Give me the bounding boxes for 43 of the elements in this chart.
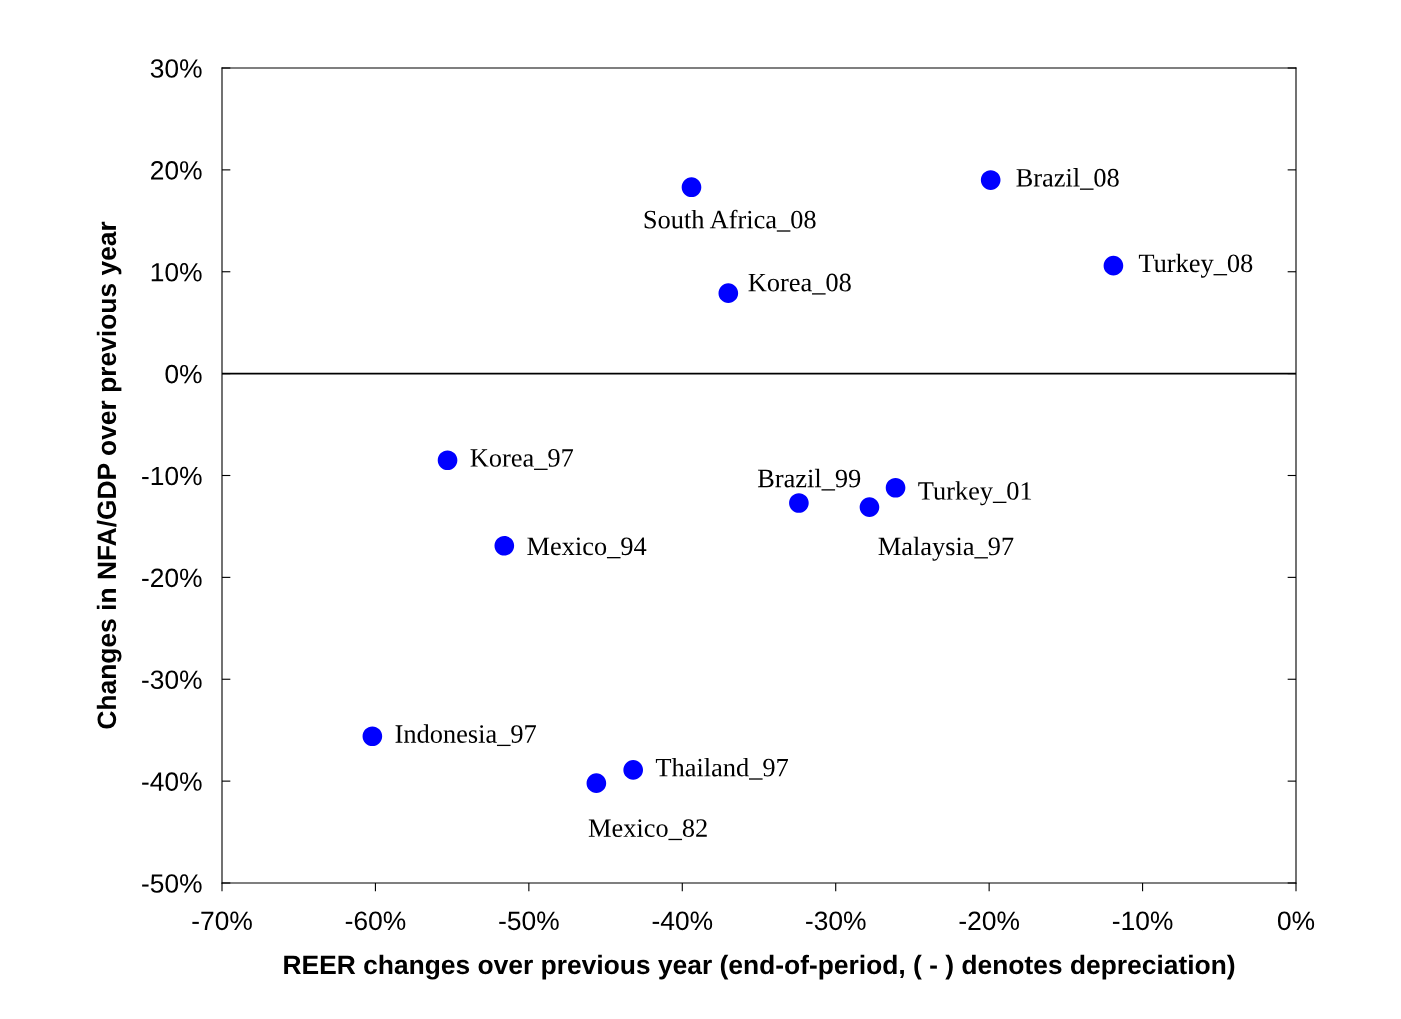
y-tick-label: 30% [150,59,202,78]
y-tick-label: -20% [142,568,202,588]
point [362,726,383,747]
y-tick-label: 10% [151,262,202,282]
point [494,535,515,556]
point [718,283,739,303]
x-tick-label: 0% [1277,911,1315,931]
x-tick-label: -40% [652,911,713,931]
x-axis-title: REER changes over previous year (end-of-period, ( - ) denotes depreciation) [284,954,1235,980]
point [789,493,809,513]
annotation: Korea_08 [748,273,851,295]
point [1103,255,1124,276]
annotation: Korea_97 [470,449,574,470]
annotation: Brazil_08 [1016,168,1119,190]
point [980,170,1001,190]
x-tick-label: -70% [192,911,252,931]
y-tick-label: 0% [165,364,202,384]
annotation: Thailand_97 [655,757,789,780]
annotation: Mexico_94 [527,537,647,559]
annotation: Turkey_01 [918,481,1032,506]
annotation: Brazil_99 [757,468,861,491]
point [437,450,458,471]
point [681,177,702,198]
x-tick-label: -30% [806,911,866,931]
y-tick-label: -50% [142,874,202,893]
x-tick-label: -10% [1112,911,1173,931]
x-tick-label: -60% [345,911,406,931]
point [885,477,906,498]
x-tick-label: -20% [959,911,1020,931]
x-tick-label: -50% [499,911,559,931]
point [623,760,644,780]
annotation: Mexico_82 [588,819,707,841]
annotation: South Africa_08 [644,209,816,232]
point [859,497,880,517]
y-tick-label: -10% [142,466,202,486]
annotation: Malaysia_97 [878,536,1014,561]
y-tick-label: -40% [142,772,202,791]
annotation: Turkey_08 [1138,253,1253,278]
y-tick-label: 20% [151,161,202,180]
y-tick-label: -30% [142,670,202,690]
y-axis-title: Changes in NFA/GDP over previous year [96,221,122,729]
point [586,773,607,793]
annotation: Indonesia_97 [395,724,536,747]
